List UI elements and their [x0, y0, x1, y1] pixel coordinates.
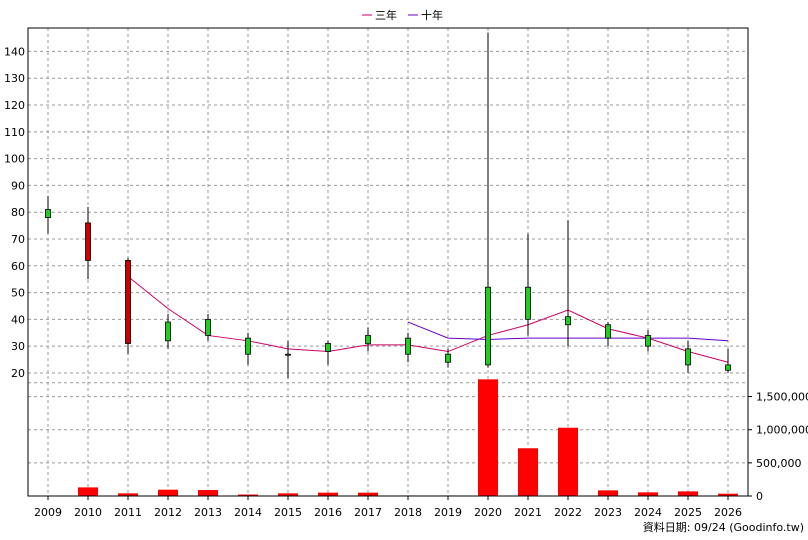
- volume-bar: [558, 427, 578, 496]
- candle-body: [45, 209, 51, 218]
- price-axis: 20 30 40 50 60 70 80 90 100 110 120 130 140: [4, 45, 25, 380]
- price-tick-label: 20: [11, 367, 25, 380]
- price-tick-label: 30: [11, 340, 25, 353]
- x-tick-label: 2012: [154, 506, 182, 519]
- candle-body: [645, 335, 651, 347]
- candle-body: [85, 222, 91, 261]
- volume-bars: [78, 379, 738, 496]
- candle-body: [405, 337, 411, 355]
- candle-body: [565, 316, 571, 326]
- price-tick-label: 120: [4, 99, 25, 112]
- price-tick-label: 80: [11, 206, 25, 219]
- volume-bar: [638, 492, 658, 496]
- candle-body: [605, 324, 611, 339]
- legend-label-10yr: 十年: [421, 8, 443, 22]
- moving-average-lines: [127, 276, 729, 363]
- volume-bar: [278, 493, 298, 496]
- volume-bar: [718, 493, 738, 496]
- grid: [28, 28, 748, 496]
- x-tick-label: 2024: [634, 506, 662, 519]
- volume-bar: [358, 492, 378, 496]
- price-tick-label: 100: [4, 153, 25, 166]
- candle-body: [165, 321, 171, 342]
- candle-body: [685, 348, 691, 366]
- volume-bar: [478, 379, 498, 496]
- price-tick-label: 140: [4, 45, 25, 58]
- price-tick-label: 70: [11, 233, 25, 246]
- volume-bar: [238, 494, 258, 496]
- x-tick-label: 2010: [74, 506, 102, 519]
- candle-body: [365, 335, 371, 344]
- x-tick-label: 2025: [674, 506, 702, 519]
- candle-body: [445, 353, 451, 363]
- price-tick-label: 60: [11, 260, 25, 273]
- candle-body: [245, 337, 251, 355]
- volume-tick-label: 1,000,000: [756, 424, 808, 437]
- x-axis: 2009 2010 2011 2012 2013 2014 2015 2016 2017 2018…: [34, 496, 742, 519]
- price-tick-label: 110: [4, 126, 25, 139]
- volume-bar: [598, 490, 618, 496]
- legend: 三年 十年: [362, 8, 443, 22]
- candle-body: [725, 364, 731, 371]
- volume-bar: [118, 493, 138, 496]
- candle-body: [325, 343, 331, 352]
- x-tick-label: 2013: [194, 506, 222, 519]
- x-tick-label: 2014: [234, 506, 262, 519]
- volume-tick-label: 0: [756, 490, 763, 503]
- x-tick-label: 2026: [714, 506, 742, 519]
- candle-body: [485, 286, 491, 366]
- x-tick-label: 2009: [34, 506, 62, 519]
- volume-bar: [78, 487, 98, 496]
- candle-body: [525, 286, 531, 320]
- x-tick-label: 2023: [594, 506, 622, 519]
- price-tick-label: 90: [11, 179, 25, 192]
- volume-bar: [518, 448, 538, 496]
- plot-frame: [27, 27, 749, 497]
- candle-body: [205, 318, 211, 336]
- volume-bar: [318, 492, 338, 496]
- volume-bar: [158, 489, 178, 496]
- price-candles: [45, 32, 731, 379]
- candle-body: [125, 260, 131, 344]
- candle-body: [285, 353, 291, 356]
- volume-bar: [678, 491, 698, 496]
- x-tick-label: 2011: [114, 506, 142, 519]
- series-line-3yr: [127, 276, 729, 363]
- x-tick-label: 2020: [474, 506, 502, 519]
- price-tick-label: 50: [11, 287, 25, 300]
- x-tick-label: 2019: [434, 506, 462, 519]
- volume-bar: [198, 490, 218, 496]
- footer-source: 資料日期: 09/24 (Goodinfo.tw): [643, 520, 804, 534]
- volume-axis: 0 500,000 1,000,000 1,500,000: [748, 391, 808, 503]
- volume-tick-label: 1,500,000: [756, 391, 808, 404]
- x-tick-label: 2017: [354, 506, 382, 519]
- x-tick-label: 2021: [514, 506, 542, 519]
- x-tick-label: 2018: [394, 506, 422, 519]
- x-tick-label: 2022: [554, 506, 582, 519]
- legend-label-3yr: 三年: [375, 8, 397, 22]
- volume-tick-label: 500,000: [756, 457, 802, 470]
- price-tick-label: 130: [4, 72, 25, 85]
- price-tick-label: 40: [11, 313, 25, 326]
- x-tick-label: 2016: [314, 506, 342, 519]
- x-tick-label: 2015: [274, 506, 302, 519]
